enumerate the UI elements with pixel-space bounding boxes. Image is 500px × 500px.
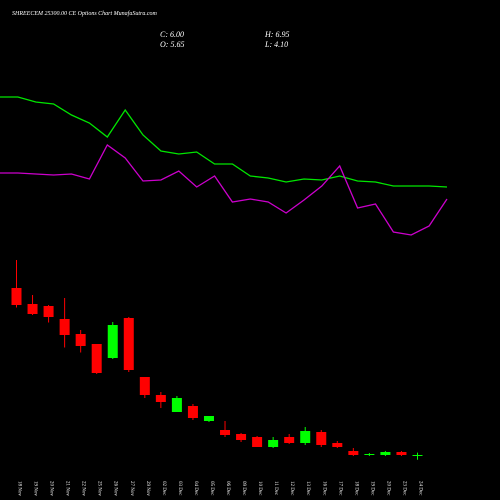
high-info: H: 6.95: [264, 30, 289, 39]
x-tick-label: 27 Nov: [129, 481, 134, 496]
x-tick-label: 22 Nov: [81, 481, 86, 496]
candle-body: [236, 434, 247, 440]
x-tick-label: 19 Nov: [33, 481, 38, 496]
candle-body: [139, 377, 150, 395]
x-tick-label: 21 Nov: [65, 481, 70, 496]
candle-body: [332, 443, 343, 447]
x-tick-label: 26 Nov: [113, 481, 118, 496]
x-tick-label: 10 Dec: [257, 481, 262, 496]
low-info: L: 4.10: [264, 40, 288, 49]
candle-body: [11, 288, 22, 305]
candle-body: [203, 416, 214, 421]
candle-body: [220, 430, 231, 435]
x-tick-label: 02 Dec: [161, 481, 166, 496]
candle-body: [284, 437, 295, 443]
candle-body: [43, 306, 54, 317]
x-tick-label: 18 Nov: [17, 481, 22, 496]
x-tick-label: 25 Nov: [97, 481, 102, 496]
x-tick-label: 11 Dec: [273, 481, 278, 496]
candle-body: [380, 452, 391, 455]
candle-body: [91, 344, 102, 373]
x-tick-label: 06 Dec: [225, 481, 230, 496]
candle-body: [123, 318, 134, 370]
candle-body: [155, 395, 166, 402]
x-tick-label: 03 Dec: [177, 481, 182, 496]
close-info: C: 6.00: [160, 30, 184, 39]
candle-body: [348, 451, 359, 455]
chart-title: SHREECEM 25300.00 CE Options Chart Munaf…: [12, 10, 157, 17]
x-tick-label: 12 Dec: [289, 481, 294, 496]
candle-body: [107, 325, 118, 358]
x-tick-label: 09 Dec: [241, 481, 246, 496]
x-tick-label: 04 Dec: [193, 481, 198, 496]
x-tick-label: 29 Nov: [145, 481, 150, 496]
candle-body: [252, 437, 263, 447]
x-tick-label: 19 Dec: [369, 481, 374, 496]
candle-body: [396, 452, 407, 455]
indicator-line: [0, 144, 448, 236]
candle-body: [171, 398, 182, 412]
candle-body: [59, 319, 70, 335]
open-info: O: 5.65: [160, 40, 184, 49]
x-tick-label: 16 Dec: [321, 481, 326, 496]
x-tick-label: 17 Dec: [337, 481, 342, 496]
indicator-line: [0, 96, 448, 188]
candle-body: [268, 440, 279, 447]
x-tick-label: 20 Nov: [49, 481, 54, 496]
candle-body: [300, 431, 311, 443]
x-tick-label: 05 Dec: [209, 481, 214, 496]
candle-body: [412, 455, 423, 456]
x-tick-label: 24 Dec: [418, 481, 423, 496]
candle-body: [364, 454, 375, 455]
x-tick-label: 18 Dec: [353, 481, 358, 496]
candle-body: [316, 432, 327, 445]
x-tick-label: 23 Dec: [401, 481, 406, 496]
candle-body: [27, 304, 38, 314]
x-tick-label: 20 Dec: [385, 481, 390, 496]
candle-body: [75, 334, 86, 346]
candle-body: [187, 406, 198, 418]
x-tick-label: 13 Dec: [305, 481, 310, 496]
